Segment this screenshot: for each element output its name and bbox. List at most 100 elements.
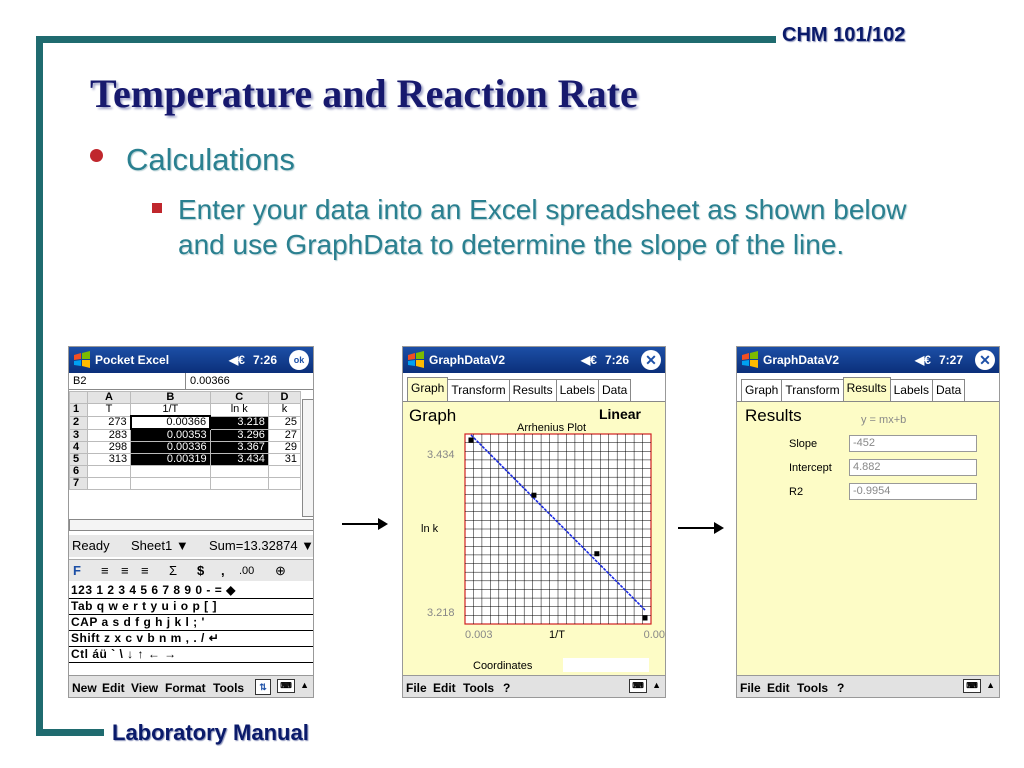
- row-header[interactable]: 3: [69, 428, 88, 442]
- selected-cell[interactable]: 3.218: [209, 415, 269, 430]
- cell[interactable]: [267, 477, 302, 490]
- arrhenius-chart[interactable]: 3.434 3.218 0.003 0.00 1/T ln k: [403, 402, 666, 678]
- active-cell[interactable]: 0.00366: [129, 415, 212, 430]
- spreadsheet-grid[interactable]: A B C D 1 T 1/T ln k k 2 273 0.00366 3.2…: [69, 391, 302, 490]
- row-header[interactable]: 6: [69, 465, 88, 478]
- row-header[interactable]: 7: [69, 477, 88, 490]
- results-clock[interactable]: 7:27: [939, 353, 964, 367]
- sheet-selector[interactable]: Sheet1 ▼: [131, 538, 189, 553]
- tab-results[interactable]: Results: [842, 377, 891, 401]
- column-header[interactable]: D: [267, 391, 302, 404]
- data-point[interactable]: [531, 492, 537, 498]
- tab-results[interactable]: Results: [508, 379, 557, 401]
- row-header[interactable]: 4: [69, 441, 88, 454]
- cell-value-input[interactable]: 0.00366: [185, 373, 313, 389]
- menu-view[interactable]: View: [131, 681, 159, 695]
- tab-transform[interactable]: Transform: [447, 379, 510, 401]
- keyboard-row[interactable]: CAP a s d f g h j k l ; ': [69, 615, 313, 631]
- keyboard-row[interactable]: 123 1 2 3 4 5 6 7 8 9 0 - = ◆: [69, 583, 313, 599]
- sum-dropdown[interactable]: Sum=13.32874 ▼: [209, 538, 314, 553]
- speaker-icon[interactable]: ◀€: [915, 353, 931, 367]
- cell[interactable]: 25: [267, 415, 302, 430]
- menu-file[interactable]: File: [406, 681, 427, 695]
- selected-cell[interactable]: 3.296: [209, 428, 269, 442]
- cell[interactable]: [209, 465, 269, 478]
- sort-icon[interactable]: ⇅: [255, 679, 271, 695]
- column-header[interactable]: B: [130, 391, 211, 404]
- keyboard-row[interactable]: Ctl áü ` \ ↓ ↑ ← →: [69, 647, 313, 663]
- caret-up-icon[interactable]: ▲: [652, 680, 661, 690]
- menu-format[interactable]: Format: [165, 681, 206, 695]
- cell[interactable]: [267, 465, 302, 478]
- r2-field[interactable]: -0.9954: [849, 483, 977, 500]
- vertical-scrollbar[interactable]: [302, 399, 313, 517]
- keyboard-icon[interactable]: ⌨: [963, 679, 981, 693]
- menu-edit[interactable]: Edit: [102, 681, 125, 695]
- excel-clock[interactable]: 7:26: [253, 353, 278, 367]
- tab-labels[interactable]: Labels: [555, 379, 599, 401]
- cell[interactable]: 273: [86, 415, 132, 430]
- tab-data[interactable]: Data: [931, 379, 966, 401]
- cell[interactable]: 31: [267, 453, 302, 466]
- column-header[interactable]: C: [209, 391, 269, 404]
- cell[interactable]: 283: [86, 428, 132, 442]
- menu-new[interactable]: New: [72, 681, 97, 695]
- close-icon[interactable]: ✕: [641, 350, 661, 370]
- menu-file[interactable]: File: [740, 681, 761, 695]
- menu-tools[interactable]: Tools: [463, 681, 495, 695]
- cell[interactable]: ln k: [209, 403, 269, 417]
- zoom-icon[interactable]: ⊕: [275, 563, 286, 578]
- autosum-icon[interactable]: Σ: [169, 563, 178, 578]
- menu-help[interactable]: ?: [837, 681, 845, 695]
- data-point[interactable]: [468, 437, 474, 443]
- graph-clock[interactable]: 7:26: [605, 353, 630, 367]
- tab-data[interactable]: Data: [597, 379, 632, 401]
- selected-cell[interactable]: 0.00353: [130, 428, 211, 442]
- keyboard-row[interactable]: Tab q w e r t y u i o p [ ]: [69, 599, 313, 615]
- caret-up-icon[interactable]: ▲: [300, 680, 309, 690]
- intercept-field[interactable]: 4.882: [849, 459, 977, 476]
- align-center-icon[interactable]: ≡: [121, 563, 129, 578]
- cell[interactable]: 27: [267, 428, 302, 442]
- cell[interactable]: [209, 477, 269, 490]
- speaker-icon[interactable]: ◀€: [581, 353, 597, 367]
- cell[interactable]: 29: [267, 441, 302, 454]
- selected-cell[interactable]: 3.367: [209, 441, 269, 454]
- column-header[interactable]: A: [86, 391, 132, 404]
- align-right-icon[interactable]: ≡: [141, 563, 149, 578]
- menu-tools[interactable]: Tools: [797, 681, 829, 695]
- menu-edit[interactable]: Edit: [767, 681, 790, 695]
- keyboard-icon[interactable]: ⌨: [629, 679, 647, 693]
- tab-graph[interactable]: Graph: [741, 379, 783, 401]
- selected-cell[interactable]: 3.434: [209, 453, 269, 466]
- font-icon[interactable]: F: [73, 563, 81, 578]
- keyboard-row[interactable]: Shift z x c v b n m , . / ↵: [69, 631, 313, 647]
- cell[interactable]: 298: [86, 441, 132, 454]
- currency-icon[interactable]: $: [197, 563, 205, 578]
- graph-mode[interactable]: Linear: [598, 406, 641, 422]
- cell[interactable]: k: [267, 403, 302, 417]
- data-point[interactable]: [594, 551, 600, 557]
- row-header[interactable]: 2: [69, 415, 88, 430]
- windows-start-icon[interactable]: [407, 351, 425, 369]
- cell[interactable]: 313: [86, 453, 132, 466]
- selected-cell[interactable]: 0.00336: [130, 441, 211, 454]
- tab-graph[interactable]: Graph: [407, 377, 449, 401]
- caret-up-icon[interactable]: ▲: [986, 680, 995, 690]
- comma-icon[interactable]: ,: [221, 563, 225, 578]
- menu-tools[interactable]: Tools: [213, 681, 245, 695]
- tab-transform[interactable]: Transform: [781, 379, 844, 401]
- cell[interactable]: [86, 477, 132, 490]
- align-left-icon[interactable]: ≡: [101, 563, 109, 578]
- menu-help[interactable]: ?: [503, 681, 511, 695]
- speaker-icon[interactable]: ◀€: [229, 353, 245, 367]
- soft-keyboard[interactable]: 123 1 2 3 4 5 6 7 8 9 0 - = ◆ Tab q w e …: [69, 583, 313, 663]
- cell[interactable]: T: [86, 403, 132, 417]
- row-header[interactable]: 1: [69, 403, 88, 417]
- selected-cell[interactable]: 0.00319: [130, 453, 211, 466]
- close-icon[interactable]: ✕: [975, 350, 995, 370]
- keyboard-icon[interactable]: ⌨: [277, 679, 295, 693]
- cell[interactable]: [130, 477, 211, 490]
- slope-field[interactable]: -452: [849, 435, 977, 452]
- decimal-icon[interactable]: .00: [239, 565, 255, 577]
